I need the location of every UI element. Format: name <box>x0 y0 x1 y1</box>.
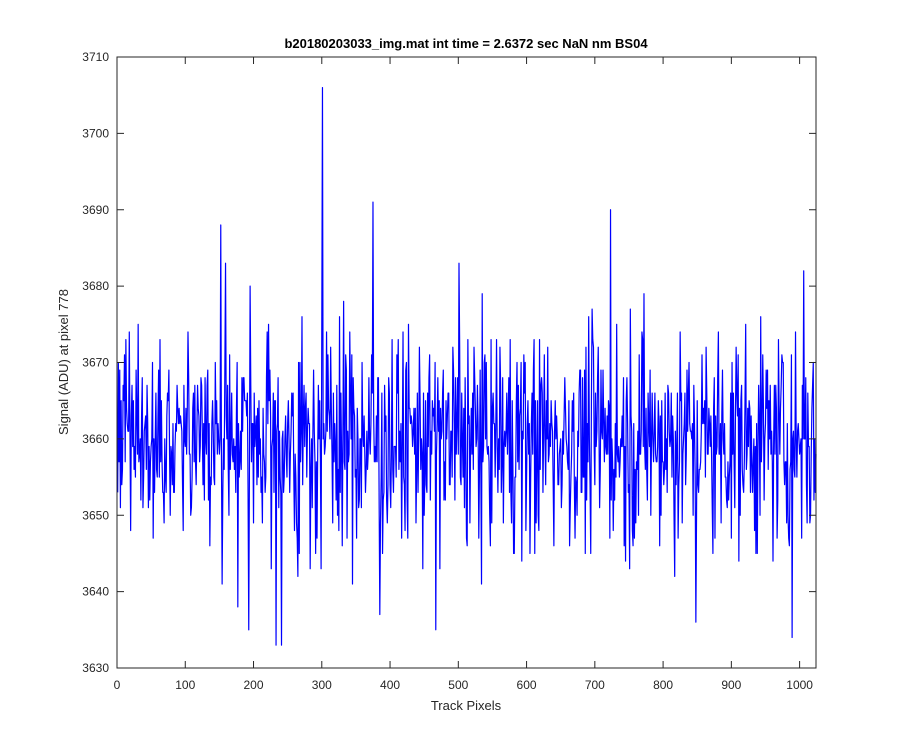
x-tick-label: 900 <box>721 678 741 692</box>
y-tick-label: 3630 <box>82 661 109 675</box>
x-axis-label: Track Pixels <box>431 698 502 713</box>
x-tick-label: 100 <box>175 678 195 692</box>
plot-background <box>117 57 816 668</box>
y-tick-label: 3680 <box>82 279 109 293</box>
y-tick-label: 3700 <box>82 126 109 140</box>
y-tick-label: 3690 <box>82 203 109 217</box>
x-tick-label: 300 <box>312 678 332 692</box>
y-tick-label: 3710 <box>82 50 109 64</box>
y-tick-label: 3640 <box>82 585 109 599</box>
y-axis-label: Signal (ADU) at pixel 778 <box>56 289 71 435</box>
y-tick-label: 3670 <box>82 356 109 370</box>
x-tick-label: 800 <box>653 678 673 692</box>
y-tick-label: 3650 <box>82 508 109 522</box>
y-tick-label: 3660 <box>82 432 109 446</box>
x-tick-label: 1000 <box>786 678 813 692</box>
chart-title: b20180203033_img.mat int time = 2.6372 s… <box>284 36 648 51</box>
x-tick-label: 0 <box>114 678 121 692</box>
x-tick-label: 400 <box>380 678 400 692</box>
series-line <box>117 86 817 646</box>
series-layer <box>117 86 817 646</box>
x-tick-label: 200 <box>244 678 264 692</box>
x-tick-label: 700 <box>585 678 605 692</box>
ticks-layer: 0 100 200 300 400 500 600 700 800 900 1000 3630 3640… <box>82 50 816 692</box>
x-tick-label: 600 <box>517 678 537 692</box>
x-tick-label: 500 <box>448 678 468 692</box>
